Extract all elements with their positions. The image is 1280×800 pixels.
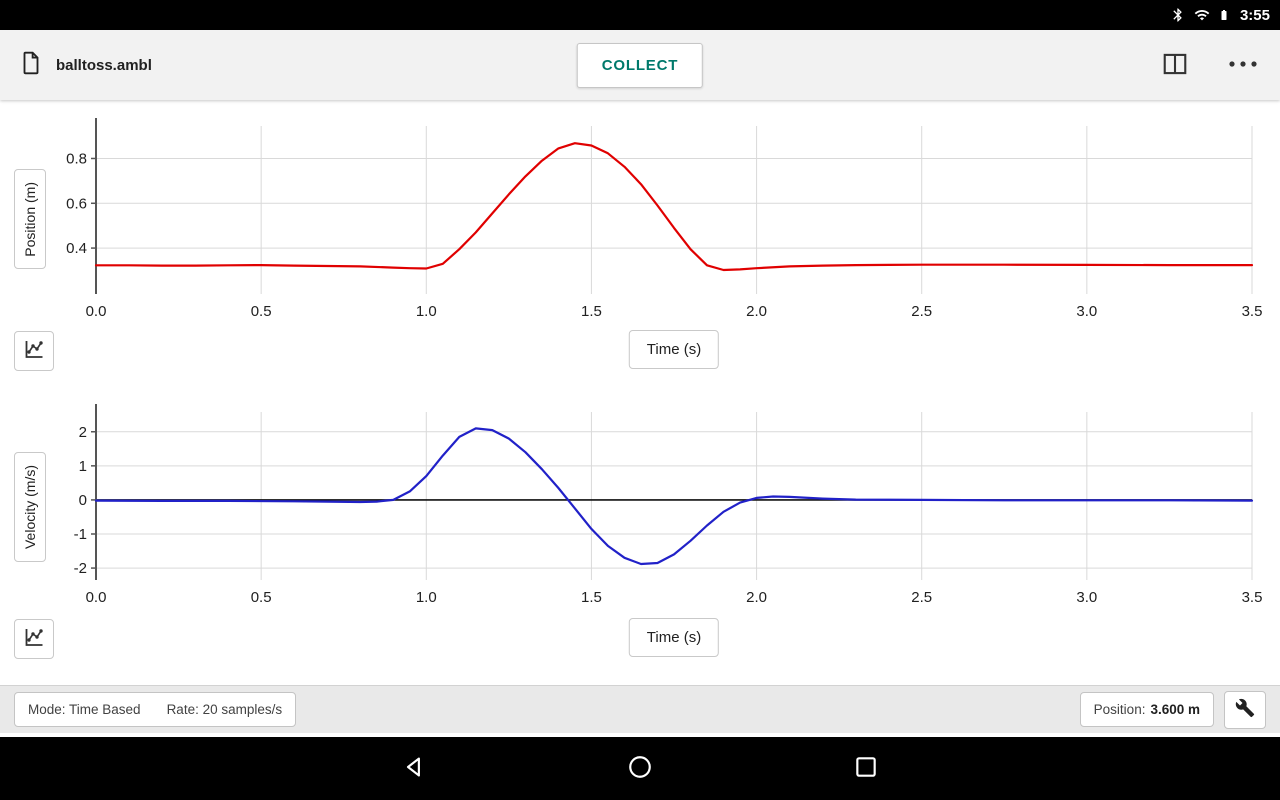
bluetooth-icon <box>1170 7 1186 23</box>
tick-label: -2 <box>74 560 87 577</box>
android-status-bar: 3:55 <box>0 0 1280 30</box>
tick-label: 3.5 <box>1242 589 1263 606</box>
position-reading-value: 3.600 m <box>1150 702 1200 717</box>
tick-label: 0.5 <box>251 589 272 606</box>
graph-options-button-1[interactable] <box>14 331 54 371</box>
position-time-chart[interactable]: 0.0 0.5 1.0 1.5 2.0 2.5 3.0 3.5 0.4 0.6 0.8 <box>60 112 1266 326</box>
collect-button[interactable]: COLLECT <box>576 42 704 88</box>
more-options-icon <box>1228 58 1258 73</box>
tick-label: 0 <box>79 492 87 509</box>
tick-label: 2.5 <box>911 589 932 606</box>
bottom-status-bar: Mode: Time Based Rate: 20 samples/s Posi… <box>0 685 1280 733</box>
wrench-icon <box>1235 698 1255 721</box>
back-icon <box>401 754 427 783</box>
mode-label: Mode: Time Based <box>28 702 141 717</box>
tick-label: 0.0 <box>86 303 107 320</box>
status-time: 3:55 <box>1239 6 1270 24</box>
more-options-button[interactable] <box>1224 54 1262 77</box>
tick-label: 3.5 <box>1242 303 1263 320</box>
position-reading-label: Position: <box>1093 702 1146 717</box>
position-y-axis-label-button[interactable]: Position (m) <box>14 168 46 270</box>
android-nav-bar <box>0 737 1280 800</box>
graph-tools-icon <box>22 338 46 365</box>
series-velocity <box>94 427 1254 566</box>
recents-button[interactable] <box>847 748 885 789</box>
tick-label: 0.8 <box>66 150 87 167</box>
tick-label: 0.5 <box>251 303 272 320</box>
file-name: balltoss.ambl <box>56 56 152 74</box>
tick-label: 0.4 <box>66 240 87 257</box>
sensor-reading-button[interactable]: Position: 3.600 m <box>1079 692 1214 727</box>
tick-label: 1.0 <box>416 589 437 606</box>
tick-label: 0.6 <box>66 195 87 212</box>
position-y-axis-label: Position (m) <box>22 181 38 257</box>
position-graph-section: Position (m) 0.0 0.5 1.0 1.5 2.0 2.5 3.0 3.5 0.4… <box>0 112 1280 374</box>
home-icon <box>627 754 653 783</box>
rate-label: Rate: 20 samples/s <box>166 702 283 717</box>
app-toolbar: balltoss.ambl COLLECT <box>0 30 1280 100</box>
tick-label: 2.5 <box>911 303 932 320</box>
velocity-graph-section: Velocity (m/s) 0.0 0.5 1.0 1.5 2.0 2.5 3.0 3.5 -… <box>0 400 1280 662</box>
velocity-y-axis-label-button[interactable]: Velocity (m/s) <box>14 451 46 562</box>
document-icon[interactable] <box>18 48 44 83</box>
graph-tools-icon <box>22 626 46 653</box>
tick-label: 1.5 <box>581 589 602 606</box>
velocity-y-axis-label: Velocity (m/s) <box>22 464 38 549</box>
home-button[interactable] <box>621 748 659 789</box>
recents-icon <box>853 754 879 783</box>
graph-options-button-2[interactable] <box>14 619 54 659</box>
battery-icon <box>1218 6 1230 24</box>
tick-label: 3.0 <box>1076 589 1097 606</box>
tick-label: -1 <box>74 526 87 543</box>
tick-label: 1.5 <box>581 303 602 320</box>
tick-label: 1 <box>79 458 87 475</box>
velocity-x-axis-label-button[interactable]: Time (s) <box>628 618 720 657</box>
back-button[interactable] <box>395 748 433 789</box>
split-view-button[interactable] <box>1156 46 1194 85</box>
position-x-axis-label-button[interactable]: Time (s) <box>628 330 720 369</box>
graphs-area: Position (m) 0.0 0.5 1.0 1.5 2.0 2.5 3.0 3.5 0.4… <box>0 100 1280 685</box>
tick-label: 2 <box>79 424 87 441</box>
series-position <box>94 142 1254 272</box>
tick-label: 0.0 <box>86 589 107 606</box>
collection-settings-button[interactable]: Mode: Time Based Rate: 20 samples/s <box>14 692 297 727</box>
file-menu[interactable]: balltoss.ambl <box>18 48 152 83</box>
wifi-icon <box>1193 7 1211 23</box>
tick-label: 2.0 <box>746 303 767 320</box>
sensor-setup-button[interactable] <box>1224 690 1266 729</box>
tick-label: 1.0 <box>416 303 437 320</box>
tick-label: 2.0 <box>746 589 767 606</box>
velocity-time-chart[interactable]: 0.0 0.5 1.0 1.5 2.0 2.5 3.0 3.5 -2 -1 0 1 2 <box>60 400 1266 614</box>
tick-label: 3.0 <box>1076 303 1097 320</box>
split-view-icon <box>1160 50 1190 81</box>
